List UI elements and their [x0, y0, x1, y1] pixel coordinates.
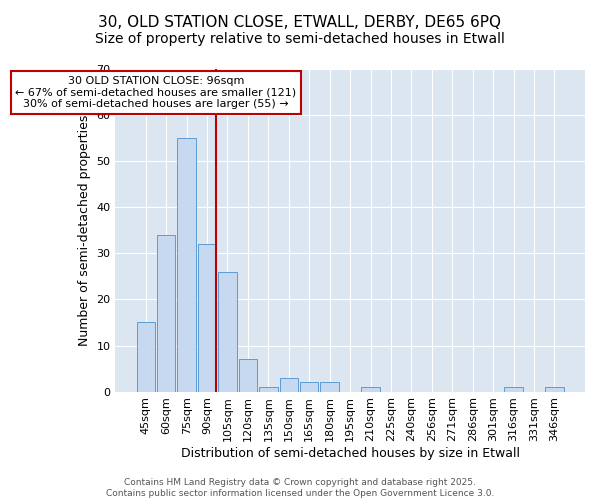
Bar — [361, 387, 380, 392]
X-axis label: Distribution of semi-detached houses by size in Etwall: Distribution of semi-detached houses by … — [181, 447, 520, 460]
Text: Size of property relative to semi-detached houses in Etwall: Size of property relative to semi-detach… — [95, 32, 505, 46]
Bar — [218, 272, 236, 392]
Text: Contains HM Land Registry data © Crown copyright and database right 2025.
Contai: Contains HM Land Registry data © Crown c… — [106, 478, 494, 498]
Bar — [280, 378, 298, 392]
Bar — [300, 382, 319, 392]
Bar — [198, 244, 216, 392]
Text: 30 OLD STATION CLOSE: 96sqm
← 67% of semi-detached houses are smaller (121)
30% : 30 OLD STATION CLOSE: 96sqm ← 67% of sem… — [16, 76, 296, 109]
Bar — [157, 235, 175, 392]
Bar — [178, 138, 196, 392]
Y-axis label: Number of semi-detached properties: Number of semi-detached properties — [77, 114, 91, 346]
Text: 30, OLD STATION CLOSE, ETWALL, DERBY, DE65 6PQ: 30, OLD STATION CLOSE, ETWALL, DERBY, DE… — [98, 15, 502, 30]
Bar — [259, 387, 278, 392]
Bar — [320, 382, 339, 392]
Bar — [545, 387, 563, 392]
Bar — [505, 387, 523, 392]
Bar — [137, 322, 155, 392]
Bar — [239, 360, 257, 392]
